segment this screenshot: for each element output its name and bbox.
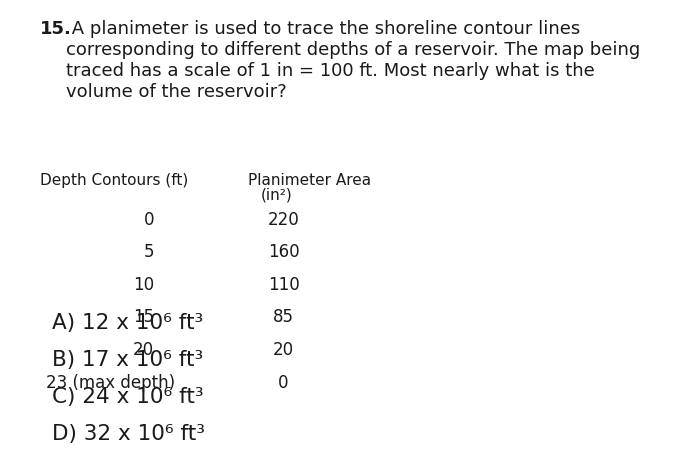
Text: 220: 220 xyxy=(267,211,300,229)
Text: C) 24 x 10⁶ ft³: C) 24 x 10⁶ ft³ xyxy=(52,387,204,407)
Text: (in²): (in²) xyxy=(261,188,293,203)
Text: 160: 160 xyxy=(267,243,300,261)
Text: 10: 10 xyxy=(133,276,154,294)
Text: Planimeter Area: Planimeter Area xyxy=(248,173,372,188)
Text: Depth Contours (ft): Depth Contours (ft) xyxy=(40,173,188,188)
Text: 0: 0 xyxy=(144,211,154,229)
Text: 5: 5 xyxy=(144,243,154,261)
Text: A) 12 x 10⁶ ft³: A) 12 x 10⁶ ft³ xyxy=(52,313,204,333)
Text: 20: 20 xyxy=(273,341,294,359)
Text: 15.: 15. xyxy=(40,20,72,39)
Text: 85: 85 xyxy=(273,308,294,327)
Text: D) 32 x 10⁶ ft³: D) 32 x 10⁶ ft³ xyxy=(52,424,206,444)
Text: 23 (max depth): 23 (max depth) xyxy=(46,374,174,392)
Text: 110: 110 xyxy=(267,276,300,294)
Text: 20: 20 xyxy=(133,341,154,359)
Text: A planimeter is used to trace the shoreline contour lines
corresponding to diffe: A planimeter is used to trace the shorel… xyxy=(66,20,640,101)
Text: 15: 15 xyxy=(133,308,154,327)
Text: B) 17 x 10⁶ ft³: B) 17 x 10⁶ ft³ xyxy=(52,350,204,370)
Text: 0: 0 xyxy=(279,374,288,392)
